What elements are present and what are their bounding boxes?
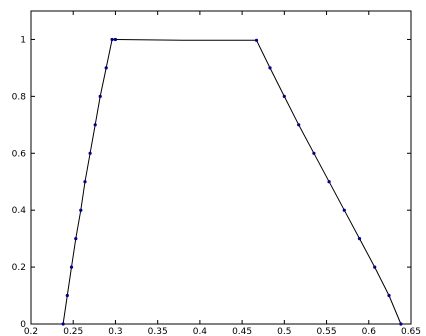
y-tick-label: 0.2 — [12, 263, 26, 273]
data-point — [93, 123, 97, 127]
x-tick-label: 0.5 — [277, 327, 291, 336]
axis-ticks — [30, 11, 412, 325]
y-tick-label: 0.4 — [12, 206, 27, 216]
data-point — [110, 37, 114, 42]
series-line — [62, 39, 402, 325]
data-point — [357, 237, 362, 241]
data-point — [83, 180, 87, 184]
data-point — [342, 208, 346, 212]
x-tick-labels: 0.2 0.25 0.3 0.35 0.4 0.45 0.5 0.55 0.6 0.65 — [24, 327, 421, 336]
data-point — [297, 123, 301, 127]
x-tick-label: 0.25 — [63, 327, 83, 336]
data-point — [312, 151, 316, 155]
data-point — [98, 94, 102, 98]
y-tick-label: 1 — [20, 35, 26, 45]
data-point — [282, 94, 286, 98]
x-tick-label: 0.55 — [317, 327, 337, 336]
data-point — [104, 66, 108, 70]
x-tick-label: 0.45 — [232, 327, 252, 336]
x-tick-label: 0.4 — [193, 327, 208, 336]
data-point — [113, 37, 117, 42]
data-point — [74, 237, 78, 241]
x-tick-label: 0.65 — [401, 327, 421, 336]
data-point — [373, 265, 377, 269]
x-tick-label: 0.6 — [362, 327, 377, 336]
data-point — [327, 180, 331, 184]
data-point — [65, 293, 69, 298]
data-point — [399, 322, 403, 326]
data-point — [387, 293, 391, 298]
data-point — [61, 322, 65, 326]
y-tick-label: 0.6 — [12, 149, 27, 159]
data-point — [88, 151, 92, 155]
y-tick-labels: 0 0.2 0.4 0.6 0.8 1 — [12, 35, 27, 330]
data-point — [254, 38, 259, 42]
x-tick-label: 0.3 — [108, 327, 122, 336]
series-markers — [61, 37, 403, 326]
plot-area — [30, 10, 412, 325]
data-point — [268, 66, 272, 70]
y-tick-label: 0.8 — [12, 92, 27, 102]
data-point — [79, 208, 83, 212]
x-tick-label: 0.35 — [148, 327, 168, 336]
y-tick-label: 0 — [20, 320, 26, 330]
data-point — [69, 265, 74, 269]
x-tick-label: 0.2 — [24, 327, 38, 336]
